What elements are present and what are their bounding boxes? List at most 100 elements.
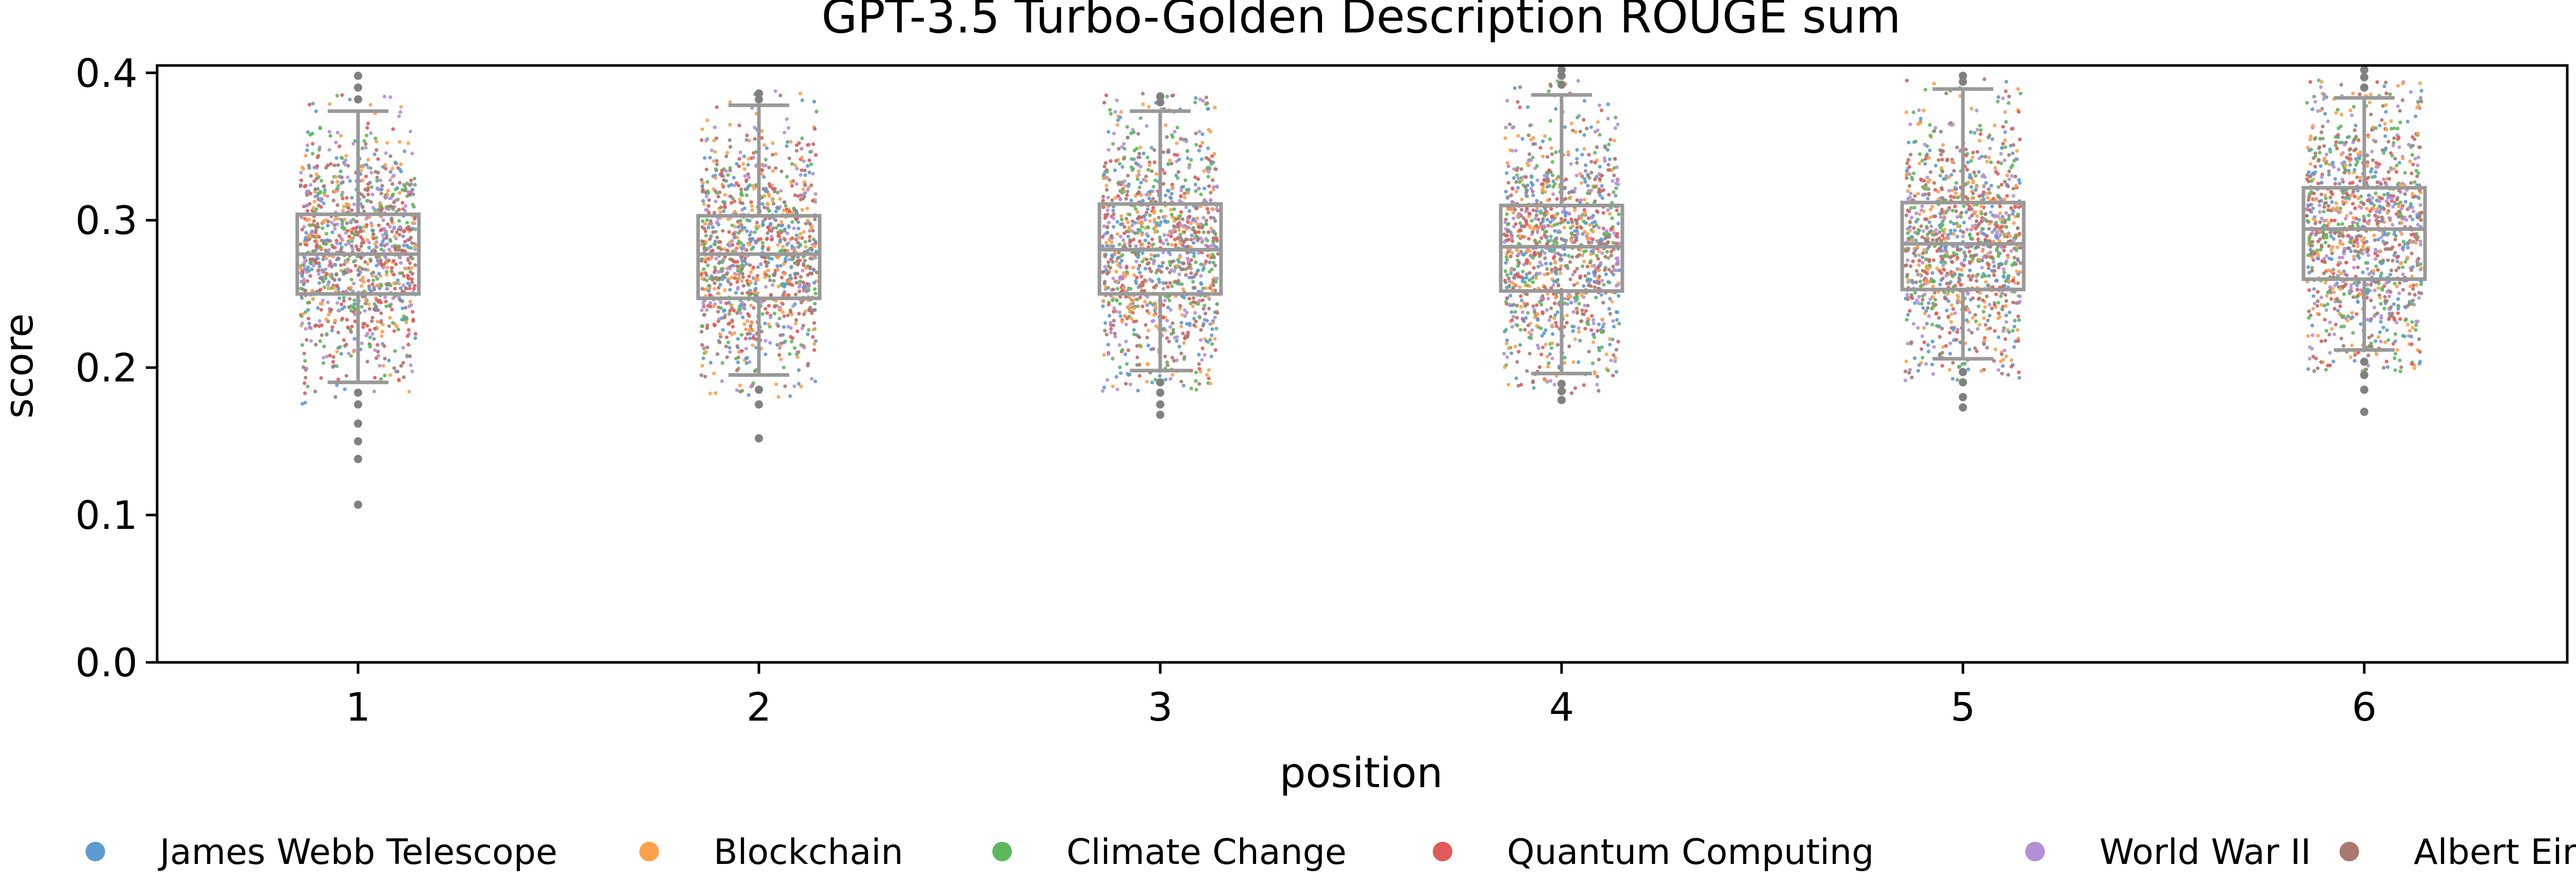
strip-point xyxy=(812,342,817,346)
strip-point xyxy=(413,284,417,288)
strip-point xyxy=(776,256,780,260)
strip-point xyxy=(337,175,342,179)
strip-point xyxy=(754,287,758,291)
strip-point xyxy=(370,228,375,232)
strip-point xyxy=(1158,374,1162,378)
strip-point xyxy=(1986,196,1990,200)
strip-point xyxy=(389,217,394,221)
strip-point xyxy=(752,306,756,310)
strip-point xyxy=(778,344,783,348)
strip-point xyxy=(1555,343,1560,347)
strip-point xyxy=(764,352,768,357)
strip-point xyxy=(1175,153,1179,157)
strip-point xyxy=(306,385,310,389)
strip-point xyxy=(352,337,357,341)
strip-point xyxy=(1124,197,1128,201)
strip-point xyxy=(1187,225,1191,230)
strip-point xyxy=(789,335,793,339)
strip-point xyxy=(1947,331,1952,335)
strip-point xyxy=(2019,246,2023,250)
strip-point xyxy=(1107,148,1111,152)
strip-point xyxy=(764,285,768,289)
strip-point xyxy=(340,302,344,307)
strip-point xyxy=(1103,164,1107,169)
strip-point xyxy=(1948,341,1952,345)
strip-point xyxy=(796,241,800,245)
strip-point xyxy=(1903,369,1907,374)
strip-point xyxy=(325,231,329,236)
strip-point xyxy=(1145,336,1149,340)
strip-point xyxy=(767,228,772,232)
strip-point xyxy=(1528,284,1532,288)
strip-point xyxy=(1136,174,1140,178)
strip-point xyxy=(1917,295,1921,299)
strip-point xyxy=(320,270,325,274)
strip-point xyxy=(725,266,730,271)
strip-point xyxy=(1120,191,1124,195)
strip-point xyxy=(1614,347,1619,352)
strip-point xyxy=(1169,208,1173,212)
strip-point xyxy=(1539,236,1544,240)
strip-point xyxy=(1541,154,1545,159)
strip-point xyxy=(1147,105,1151,109)
strip-point xyxy=(364,302,368,306)
strip-point xyxy=(1520,197,1524,202)
strip-point xyxy=(1904,359,1908,363)
strip-point xyxy=(387,303,392,307)
strip-point xyxy=(781,333,785,337)
strip-point xyxy=(1100,389,1105,393)
strip-point xyxy=(336,377,341,381)
strip-point xyxy=(1572,325,1576,329)
strip-point xyxy=(789,265,793,270)
strip-point xyxy=(1607,157,1612,161)
strip-point xyxy=(1533,142,1537,146)
strip-point xyxy=(1604,272,1608,276)
strip-point xyxy=(717,317,721,321)
strip-point xyxy=(318,244,322,248)
strip-point xyxy=(1938,353,1942,357)
strip-point xyxy=(1509,271,1513,276)
strip-point xyxy=(1208,381,1212,386)
strip-point xyxy=(1589,328,1594,332)
strip-point xyxy=(1594,295,1598,299)
strip-point xyxy=(354,229,358,234)
strip-point xyxy=(1569,301,1573,305)
strip-point xyxy=(731,259,735,263)
strip-point xyxy=(1165,266,1169,271)
strip-point xyxy=(1143,238,1147,243)
strip-point xyxy=(327,273,331,277)
strip-point xyxy=(319,376,323,380)
strip-point xyxy=(1514,376,1518,380)
strip-point xyxy=(704,208,708,212)
strip-point xyxy=(324,317,328,321)
strip-point xyxy=(366,279,370,283)
strip-point xyxy=(741,243,745,247)
strip-point xyxy=(343,271,347,275)
strip-point xyxy=(349,330,353,334)
strip-point xyxy=(1526,311,1530,315)
strip-point xyxy=(1577,330,1581,334)
strip-point xyxy=(305,148,309,152)
strip-point xyxy=(311,142,315,146)
strip-point xyxy=(335,180,340,184)
strip-point xyxy=(786,248,790,253)
strip-point xyxy=(1145,232,1149,236)
strip-point xyxy=(1157,280,1162,285)
strip-point xyxy=(731,325,735,329)
strip-point xyxy=(808,265,812,270)
strip-point xyxy=(1503,269,1507,273)
strip-point xyxy=(1955,235,1959,239)
strip-point xyxy=(705,118,709,122)
strip-point xyxy=(1186,330,1190,335)
strip-point xyxy=(334,272,338,276)
strip-point xyxy=(731,263,735,268)
strip-point xyxy=(1141,102,1145,106)
strip-point xyxy=(1137,254,1141,258)
strip-point xyxy=(1551,332,1555,336)
strip-point xyxy=(1122,238,1126,242)
strip-point xyxy=(1134,244,1138,248)
strip-point xyxy=(1517,212,1521,216)
strip-point xyxy=(1199,281,1203,285)
strip-point xyxy=(1204,102,1208,106)
strip-point xyxy=(715,105,719,109)
